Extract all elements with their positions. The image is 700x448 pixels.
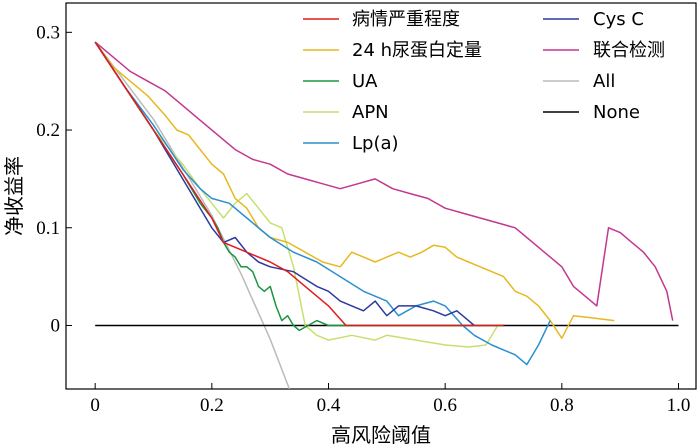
series-line-7 — [94, 41, 674, 321]
y-tick-label: 0.3 — [36, 22, 60, 43]
y-tick-label: 0.1 — [36, 218, 60, 239]
legend-label: Cys C — [593, 9, 644, 30]
legend-label: All — [593, 71, 615, 92]
x-tick-label: 0.6 — [433, 395, 457, 416]
legend-label: 24 h尿蛋白定量 — [352, 40, 482, 61]
x-tick-label: 0.2 — [200, 395, 224, 416]
y-axis-ticks: 0 0.1 0.2 0.3 — [36, 22, 72, 336]
x-tick-label: 0.8 — [550, 395, 574, 416]
x-tick-label: 0.4 — [317, 395, 341, 416]
plot-frame — [65, 2, 697, 390]
series-line-2 — [94, 41, 615, 339]
series-line-4 — [94, 41, 499, 348]
x-tick-label: 1.0 — [667, 395, 691, 416]
series-line-8 — [94, 41, 291, 389]
y-axis-title: 净收益率 — [2, 156, 26, 236]
y-tick-label: 0 — [51, 315, 61, 336]
legend-label: None — [593, 102, 640, 123]
y-tick-label: 0.2 — [36, 120, 60, 141]
series-line-6 — [94, 41, 475, 327]
legend-label: 病情严重程度 — [352, 9, 460, 30]
x-axis-title: 高风险阈值 — [331, 423, 431, 447]
x-axis-ticks: 0 0.2 0.4 0.6 0.8 1.0 — [90, 383, 690, 416]
legend-label: 联合检测 — [593, 40, 665, 61]
legend-label: APN — [352, 102, 389, 123]
legend-label: UA — [352, 71, 378, 92]
x-tick-label: 0 — [90, 395, 100, 416]
series-line-1 — [94, 41, 504, 327]
series-layer — [94, 41, 679, 389]
series-line-5 — [94, 41, 551, 366]
legend-label: Lp(a) — [352, 133, 399, 154]
legend: 病情严重程度 24 h尿蛋白定量 UA APN Lp(a) Cys C 联合检测 All Non… — [303, 9, 665, 154]
